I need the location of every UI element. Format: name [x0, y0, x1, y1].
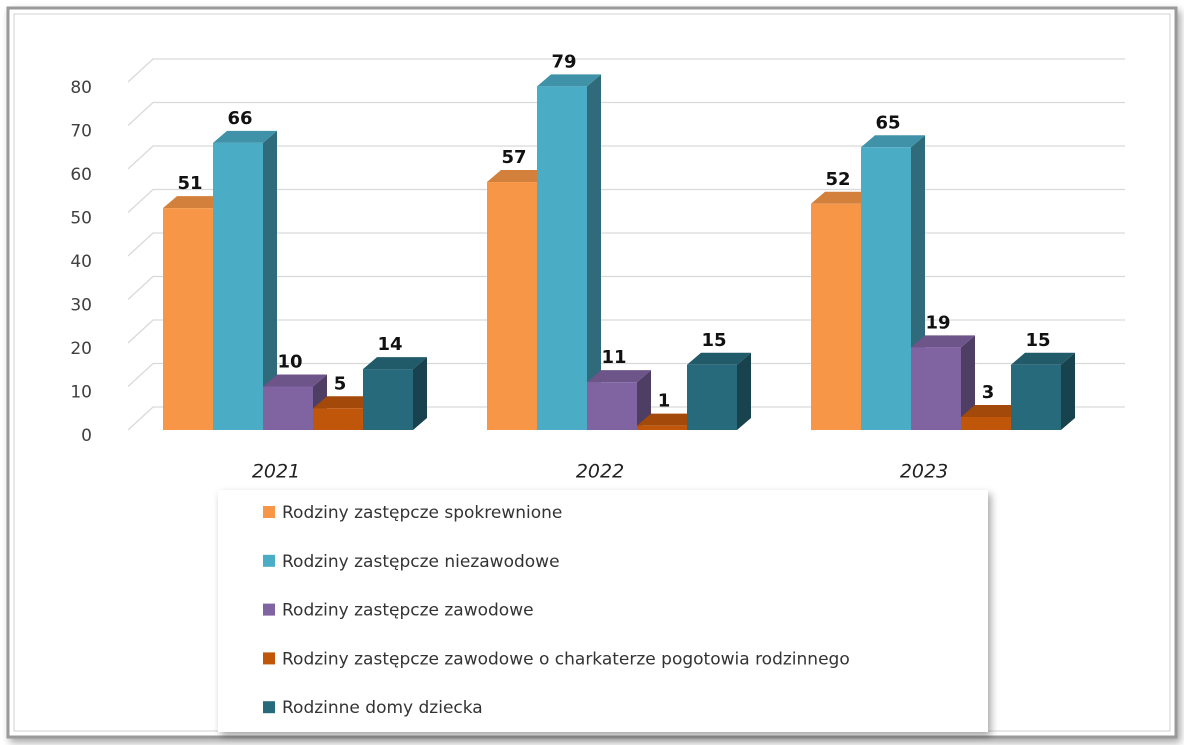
bar-side: [587, 74, 601, 430]
grid-line: [127, 101, 1125, 126]
data-label: 15: [701, 330, 726, 351]
x-tick-label: 2021: [252, 461, 300, 483]
bar-top: [961, 404, 1025, 417]
y-tick-label: 40: [70, 252, 92, 272]
bar: [811, 203, 861, 430]
bar-side: [1061, 352, 1075, 430]
y-tick-label: 80: [70, 78, 92, 98]
legend-label: Rodziny zastępcze zawodowe o charkaterze…: [282, 649, 850, 669]
y-tick-label: 10: [70, 383, 92, 403]
bar: [537, 86, 587, 430]
bar-top: [587, 370, 651, 383]
legend-label: Rodzinne domy dziecka: [282, 698, 483, 718]
bar: [487, 182, 537, 430]
bar-side: [637, 370, 651, 430]
bar-side: [961, 335, 975, 430]
data-label: 15: [1025, 330, 1050, 351]
bar-top: [363, 357, 427, 370]
grid-line: [127, 362, 1125, 387]
bar: [213, 142, 263, 430]
bar-top: [637, 413, 701, 426]
data-label: 66: [227, 108, 252, 129]
bar: [587, 382, 637, 430]
legend-swatch: [263, 701, 275, 714]
legend: Rodziny zastępcze spokrewnione Rodziny za…: [263, 503, 850, 718]
bar-top: [487, 170, 551, 183]
legend-box: [218, 490, 988, 732]
x-tick-label: 2023: [900, 461, 948, 483]
bar: [861, 147, 911, 430]
bar-top: [163, 196, 227, 209]
legend-label: Rodziny zastępcze zawodowe: [282, 601, 534, 621]
legend-label: Rodziny zastępcze niezawodowe: [282, 552, 560, 572]
grid-line: [127, 232, 1125, 257]
y-tick-label: 30: [70, 296, 92, 316]
bar: [363, 369, 413, 430]
bar-top: [263, 374, 327, 387]
bar-side: [413, 357, 427, 430]
bar-top: [811, 191, 875, 204]
legend-swatch: [263, 652, 275, 665]
bar-top: [313, 396, 377, 409]
bar: [911, 347, 961, 430]
plot: 0102030405060708020215166105142022577911…: [70, 51, 1125, 483]
grid-line: [127, 188, 1125, 213]
x-tick-label: 2022: [576, 461, 624, 483]
data-label: 52: [825, 169, 850, 190]
bar: [263, 386, 313, 430]
bar: [961, 416, 1011, 430]
legend-swatch: [263, 506, 275, 518]
y-tick-label: 0: [81, 426, 92, 446]
data-label: 11: [601, 347, 626, 368]
y-tick-label: 60: [70, 165, 92, 185]
data-label: 79: [551, 51, 576, 72]
bar: [313, 408, 363, 430]
data-label: 57: [501, 147, 526, 168]
grid-line: [127, 275, 1125, 300]
data-label: 65: [875, 112, 900, 133]
data-label: 3: [982, 382, 995, 403]
legend-swatch: [263, 603, 275, 616]
legend-label: Rodziny zastępcze spokrewnione: [282, 503, 562, 523]
grid-line: [127, 145, 1125, 170]
data-label: 14: [377, 334, 402, 355]
data-label: 10: [277, 352, 302, 373]
data-label: 19: [925, 312, 950, 333]
data-label: 1: [658, 391, 671, 412]
legend-swatch: [263, 554, 275, 567]
grid-line: [127, 406, 1125, 431]
y-tick-label: 20: [70, 339, 92, 359]
bar-side: [737, 352, 751, 430]
bar-top: [1011, 352, 1075, 365]
data-label: 5: [334, 373, 347, 394]
bar: [1011, 364, 1061, 430]
y-tick-label: 50: [70, 209, 92, 229]
data-label: 51: [177, 173, 202, 194]
bar: [163, 208, 213, 430]
grid-line: [127, 58, 1125, 83]
y-tick-label: 70: [70, 122, 92, 142]
grid-line: [127, 319, 1125, 344]
bar-top: [911, 335, 975, 348]
bar-top: [687, 352, 751, 365]
bar: [637, 425, 687, 430]
bar-top: [213, 130, 277, 143]
bar: [687, 364, 737, 430]
bar-top: [537, 74, 601, 87]
bar-top: [861, 135, 925, 148]
bar-side: [263, 130, 277, 430]
